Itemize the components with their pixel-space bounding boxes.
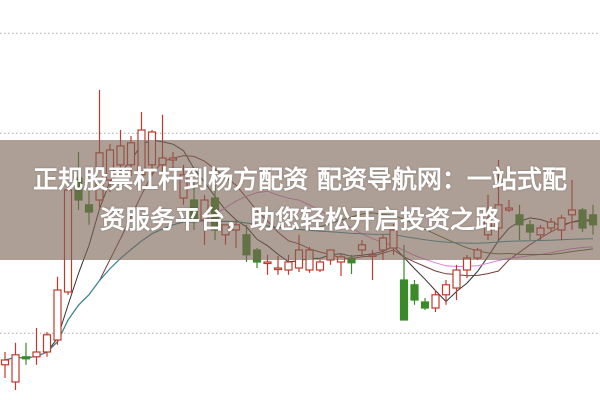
- candle-body: [11, 354, 20, 383]
- candle-body: [263, 261, 272, 265]
- candle-body: [21, 356, 31, 360]
- candle-body: [431, 294, 440, 309]
- title-line-2: 资服务平台，助您轻松开启投资之路: [99, 205, 500, 234]
- candle-body: [0, 359, 10, 366]
- title-overlay-band: [0, 140, 600, 260]
- article-title: 正规股票杠杆到杨方配资 配资导航网：一站式配 资服务平台，助您轻松开启投资之路: [0, 160, 600, 240]
- title-line-1: 正规股票杠杆到杨方配资 配资导航网：一站式配: [33, 165, 567, 194]
- candle-body: [42, 334, 52, 353]
- candle-body: [53, 289, 62, 341]
- candle-body: [273, 267, 283, 271]
- candle-body: [420, 301, 430, 309]
- candle-body: [410, 284, 419, 301]
- candle-body: [284, 261, 293, 271]
- candle-body: [32, 351, 41, 358]
- candle-body: [441, 284, 451, 296]
- candle-body: [399, 279, 409, 321]
- candle-body: [315, 261, 325, 271]
- candle-body: [452, 269, 461, 289]
